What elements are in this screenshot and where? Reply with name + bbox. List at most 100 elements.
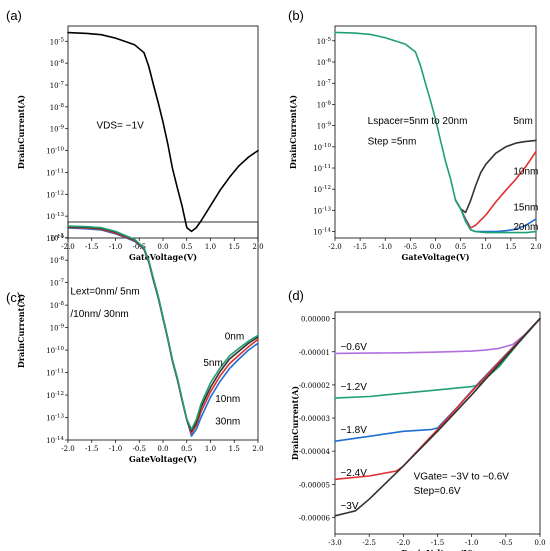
y-tick-label: -0.00002 [299,382,330,390]
annotation: 5nm [203,358,222,369]
x-tick-label: -2.0 [61,445,75,453]
y-tick-label: 10-6 [317,58,332,67]
y-tick-label: 10-14 [313,228,331,237]
y-tick-label: 10-5 [50,234,65,243]
annotation: VGate= −3V to −0.6V [414,471,510,482]
x-tick-label: -1.0 [465,539,479,547]
y-tick-label: 10-9 [50,125,65,134]
x-tick-label: -0.5 [133,445,147,453]
y-tick-label: 10-6 [50,256,65,265]
x-tick-label: -1.5 [353,243,367,251]
panel-a: (a)-2.0 -1.5 -1.0 -0.5 0.0 0.5 1.0 1.5 2.010-510… [6,8,264,262]
y-tick-label: 10-11 [313,164,331,173]
x-tick-label: -1.0 [379,243,393,251]
y-tick-label: -0.00005 [299,481,330,489]
x-tick-label: 0.5 [181,445,192,453]
y-tick-label: 10-11 [46,168,64,177]
y-tick-label: 10-7 [50,81,65,90]
y-axis-label: DrainCurrent(A) [290,386,300,460]
annotation: −0.6V [340,342,367,353]
annotation: /10nm/ 30nm [70,309,128,320]
x-tick-label: 2.0 [252,445,263,453]
x-tick-label: -1.5 [431,539,445,547]
y-tick-label: 10-10 [46,346,64,355]
x-tick-label: 0.0 [430,243,441,251]
x-tick-label: 1.5 [229,445,240,453]
series-line [334,317,541,517]
y-tick-label: 10-7 [317,79,332,88]
y-tick-label: 10-8 [317,100,332,109]
panel-label: (a) [6,8,22,23]
y-tick-label: -0.00004 [299,448,331,456]
annotation: 20nm [513,222,538,233]
x-axis-label: GateVoltage(V) [129,252,197,262]
series-line [334,317,541,443]
series-line [334,31,537,234]
annotation: 15nm [513,202,538,213]
y-tick-label: 10-9 [50,324,65,333]
x-tick-label: -2.5 [362,539,376,547]
y-tick-label: 10-13 [46,414,64,423]
annotation: Lspacer=5nm to 20nm [368,116,468,127]
x-tick-label: 0.0 [534,539,545,547]
y-tick-label: 10-8 [50,301,65,310]
x-tick-label: 0.5 [455,243,466,251]
panel-c: (c)-2.0 -1.5 -1.0 -0.5 0.0 0.5 1.0 1.5 2.010-510… [6,221,264,464]
series-line [67,31,259,233]
annotation: Step =5nm [368,136,417,147]
x-tick-label: -1.0 [109,445,123,453]
annotation: 10nm [215,394,240,405]
y-tick-label: 10-13 [313,206,331,215]
annotation: −3V [340,501,358,512]
panel-label: (c) [6,290,21,305]
y-tick-label: -0.00001 [299,349,330,357]
panel-label: (d) [288,288,304,303]
y-tick-label: 10-8 [50,103,65,112]
plot-frame [334,25,537,239]
plot-frame [67,25,259,239]
series-line [67,225,259,431]
x-tick-label: -0.5 [499,539,513,547]
x-tick-label: 1.5 [229,243,240,251]
y-tick-label: 10-11 [46,369,64,378]
y-tick-label: 10-5 [317,37,332,46]
annotation: 30nm [215,416,240,427]
y-tick-label: 10-12 [313,185,331,194]
series-line [334,317,541,355]
x-axis-label: DrainVoltage(V) [401,548,474,551]
y-axis-label: DrainCurrent(A) [16,294,26,368]
y-tick-label: 10-10 [46,147,64,156]
y-tick-label: 10-13 [46,212,64,221]
y-tick-label: 10-6 [50,59,65,68]
annotation: 0nm [225,331,244,342]
annotation: 5nm [513,116,532,127]
y-tick-label: -0.00003 [299,415,330,423]
x-tick-label: -3.0 [328,539,342,547]
series-line [454,150,537,229]
panel-b: (b) -2.0 -1.5 -1.0 -0.5 0.0 0.5 1.0 1.5 2.0 10-5 10… [288,8,542,262]
x-tick-label: -2.0 [328,243,342,251]
series-line [454,139,537,214]
x-tick-label: 1.0 [205,243,216,251]
x-tick-label: -0.5 [133,243,147,251]
x-tick-label: 0.0 [157,445,168,453]
y-tick-label: 10-14 [46,234,64,243]
annotation: −2.4V [340,468,367,479]
panel-label: (b) [288,8,304,23]
x-tick-label: 0.5 [181,243,192,251]
x-tick-label: -1.5 [85,445,99,453]
annotation: VDS= −1V [97,121,145,132]
x-tick-label: 2.0 [530,243,541,251]
x-tick-label: -1.5 [85,243,99,251]
annotation: Lext=0nm/ 5nm [70,286,139,297]
x-tick-label: 0.0 [157,243,168,251]
y-tick-label: 10-14 [46,436,64,445]
y-tick-label: 0.00000 [301,316,330,324]
x-tick-label: -0.5 [404,243,418,251]
x-tick-label: 1.0 [480,243,491,251]
annotation: −1.8V [340,425,367,436]
y-axis-label: DrainCurrent(A) [288,95,298,169]
annotation: 10nm [513,166,538,177]
x-tick-label: 1.5 [505,243,516,251]
